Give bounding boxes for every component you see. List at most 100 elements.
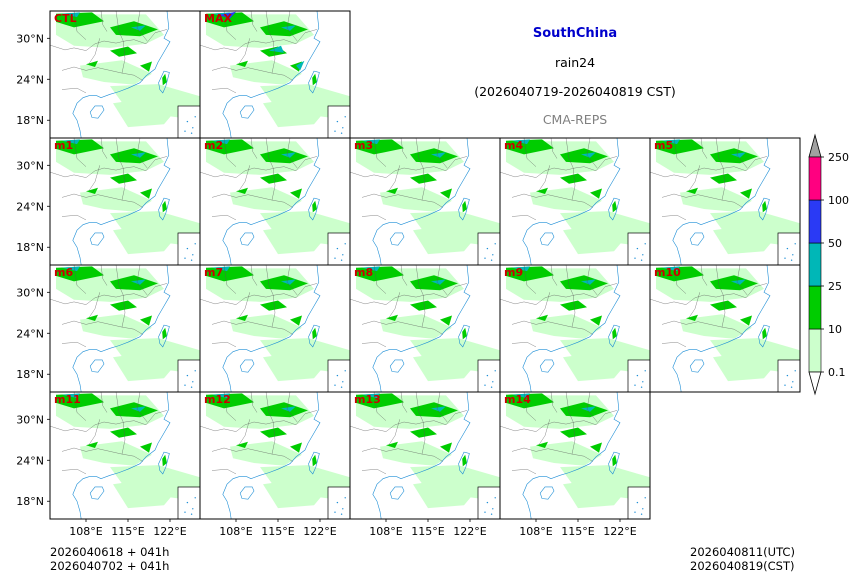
island-dot [194, 497, 196, 499]
island-dot [336, 247, 339, 250]
island-dot [340, 259, 343, 261]
province-border [211, 447, 294, 462]
province-border [688, 292, 700, 318]
island-dot [644, 370, 646, 372]
rain-moderate-area [612, 200, 617, 213]
rain-moderate-area [290, 188, 302, 199]
rain-moderate-area [462, 200, 467, 213]
island-dot [340, 132, 343, 134]
province-border [436, 265, 448, 296]
rain-moderate-area [162, 327, 167, 340]
province-border [511, 342, 537, 348]
rain-heavy-area [131, 152, 146, 158]
island-dot [492, 381, 494, 383]
province-border [436, 392, 448, 423]
province-border [250, 392, 258, 413]
province-border [400, 265, 408, 286]
coastline [200, 11, 321, 138]
rain-moderate-area [140, 442, 152, 453]
province-border [373, 392, 387, 421]
island-dot [192, 381, 194, 383]
rain-light-area [80, 187, 152, 212]
rain-light-area [380, 187, 452, 212]
province-border [100, 11, 108, 32]
rain-light-area [713, 351, 776, 382]
island-dot [792, 254, 794, 256]
province-border [223, 11, 237, 40]
rain-heavy-area [62, 12, 80, 18]
rain-moderate-area [236, 441, 248, 448]
rain-light-area [263, 97, 326, 128]
rain-moderate-area [410, 275, 458, 291]
rain-light-area [380, 314, 452, 339]
y-tick-label: 24°N [16, 327, 44, 340]
taiwan-coast [608, 197, 620, 221]
rain-moderate-area [86, 187, 98, 194]
island-dot [640, 386, 643, 388]
hainan-coast [389, 359, 405, 373]
hainan-coast [689, 232, 705, 246]
rain-moderate-area [312, 454, 317, 467]
island-dot [490, 259, 493, 261]
rain-moderate-area [560, 275, 608, 291]
rain-moderate-area [110, 275, 158, 291]
colorbar-extend-max [808, 133, 822, 158]
rain-moderate-area [312, 327, 317, 340]
x-tick-label: 122°E [153, 525, 186, 538]
map-panel: m8 [349, 264, 501, 393]
rain-moderate-area [410, 148, 458, 164]
island-dot [344, 497, 346, 499]
island-dot [494, 497, 496, 499]
panel-frame [499, 391, 651, 520]
hainan-coast [239, 232, 255, 246]
x-tick-label: 108°E [519, 525, 552, 538]
map-panel: MAX [199, 10, 351, 139]
rain-moderate-area [260, 275, 308, 291]
province-border [100, 392, 108, 413]
province-border [550, 392, 558, 413]
island-dot [490, 386, 493, 388]
province-border [361, 342, 387, 348]
rain-moderate-area [56, 266, 104, 282]
map-panel: m11 [49, 391, 201, 520]
rain-moderate-area [290, 315, 302, 326]
province-border [350, 156, 468, 178]
taiwan-coast [158, 197, 170, 221]
rain-heavy-area [581, 279, 596, 285]
south-sea-inset [327, 105, 350, 138]
province-border [361, 193, 444, 208]
province-border [61, 447, 144, 462]
island-dot [484, 511, 486, 513]
province-border [200, 156, 318, 178]
province-border [211, 88, 237, 94]
hainan-coast [89, 105, 105, 119]
rain-moderate-area [410, 173, 437, 184]
map-content [650, 265, 800, 392]
rain-moderate-area [536, 441, 548, 448]
rain-moderate-area [140, 61, 152, 72]
province-border [661, 215, 687, 221]
taiwan-coast [758, 197, 770, 221]
rain-moderate-area [110, 300, 137, 311]
rain-heavy-area [131, 279, 146, 285]
island-dot [192, 254, 194, 256]
map-panel: m1 [49, 137, 201, 266]
valid-time-utc: 2026040811(UTC) [690, 545, 795, 559]
province-border [700, 138, 708, 159]
rain-light-area [263, 478, 326, 509]
island-dot [644, 243, 646, 245]
rain-light-area [530, 314, 602, 339]
region-title: SouthChina [532, 26, 618, 41]
map-content [500, 138, 650, 265]
rain-moderate-area [312, 73, 317, 86]
valid-time-cst: 2026040819(CST) [690, 559, 795, 573]
island-dot [334, 130, 336, 132]
province-border [211, 320, 294, 335]
province-border [223, 392, 237, 421]
hainan-coast [89, 232, 105, 246]
province-border [286, 138, 298, 169]
island-dot [490, 513, 493, 515]
y-tick-label: 24°N [16, 454, 44, 467]
rain-moderate-area [162, 73, 167, 86]
island-dot [336, 374, 339, 377]
